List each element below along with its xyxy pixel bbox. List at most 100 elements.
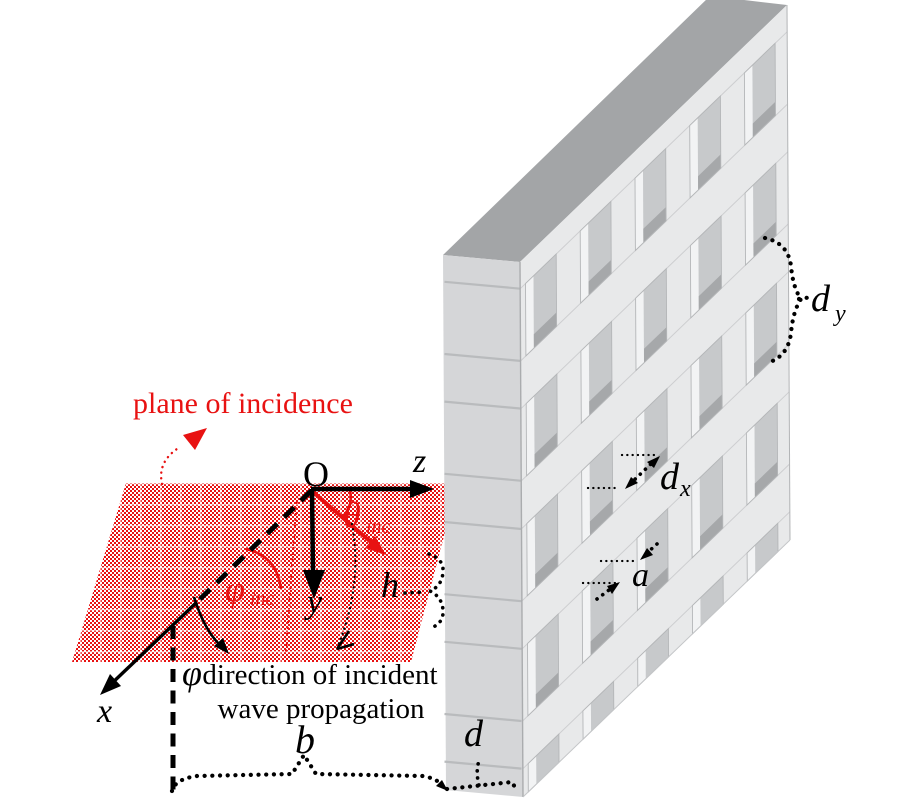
hole-left-wall bbox=[690, 237, 699, 318]
hole-outline bbox=[691, 454, 724, 559]
hole-ledge bbox=[533, 312, 557, 349]
slab-hole bbox=[525, 373, 558, 477]
phi-angle-arc-arrow bbox=[192, 596, 220, 645]
plane-callout-arrowhead bbox=[183, 428, 207, 450]
theta-inc-symbol: θ bbox=[343, 495, 361, 535]
hole-outline bbox=[636, 507, 669, 612]
hole-outline bbox=[745, 402, 779, 507]
slab-hole bbox=[745, 282, 778, 387]
hole-ledge bbox=[645, 567, 669, 603]
hole-ledge bbox=[590, 619, 614, 656]
dim-d bbox=[444, 756, 520, 794]
side-face-line bbox=[444, 520, 522, 531]
plane-hatch-grid bbox=[72, 483, 458, 662]
dim-b-label: b bbox=[295, 717, 315, 762]
hole-ledge bbox=[752, 101, 776, 138]
hole-left-wall bbox=[582, 583, 591, 664]
direction-caption-line1: direction of incident bbox=[202, 659, 437, 691]
slab-front-left-edge bbox=[519, 261, 524, 798]
slab-hole bbox=[581, 440, 614, 545]
x-axis bbox=[100, 489, 313, 695]
hole-left-wall bbox=[528, 755, 537, 792]
slab-hole bbox=[579, 200, 612, 305]
hole-ledge bbox=[644, 327, 667, 363]
slab-hole bbox=[637, 627, 669, 688]
side-face-line bbox=[444, 352, 522, 363]
x-axis-label: x bbox=[96, 693, 112, 730]
dim-h-tick bbox=[403, 590, 426, 595]
slab-hole bbox=[581, 560, 614, 665]
hole-left-wall bbox=[527, 635, 536, 716]
hole-interior bbox=[645, 628, 669, 679]
dim-h-label: h bbox=[381, 565, 399, 605]
hole-left-wall bbox=[635, 290, 644, 371]
dim-dx-arrowhead-up bbox=[647, 456, 660, 468]
x-axis-dashed-segment bbox=[195, 489, 313, 604]
dim-h-brace bbox=[425, 552, 445, 630]
slab-top-face bbox=[443, 0, 787, 262]
perforated-slab bbox=[443, 0, 791, 798]
hole-ledge bbox=[535, 552, 558, 589]
slab-hole bbox=[745, 402, 779, 507]
hole-left-wall bbox=[692, 597, 701, 634]
hole-outline bbox=[689, 94, 722, 199]
hole-left-wall bbox=[747, 545, 756, 582]
slab-hole bbox=[634, 147, 667, 252]
slab-hole bbox=[635, 387, 668, 492]
slab-hole bbox=[580, 320, 613, 425]
dim-a-label: a bbox=[632, 557, 649, 594]
hole-outline bbox=[635, 267, 668, 372]
origin-label: O bbox=[303, 454, 329, 494]
y-axis-arrowhead bbox=[303, 570, 325, 599]
hole-interior bbox=[700, 576, 724, 627]
dim-dx-symbol: d bbox=[660, 456, 680, 498]
side-face-line bbox=[444, 280, 522, 290]
x-axis-arrowhead bbox=[100, 674, 121, 695]
dim-a-arrowhead1 bbox=[640, 548, 653, 560]
phi-angle-label: φ bbox=[182, 653, 202, 693]
y-axis-label: y bbox=[304, 584, 323, 621]
slab-hole bbox=[743, 42, 776, 147]
theta-inc-subscript: inc bbox=[366, 516, 391, 538]
hole-interior bbox=[536, 734, 559, 785]
slab-hole bbox=[689, 94, 722, 199]
hole-outline bbox=[635, 387, 668, 492]
slab-side-face-lines bbox=[444, 280, 522, 770]
hole-left-wall bbox=[636, 410, 645, 491]
z-axis bbox=[311, 480, 434, 498]
slab-hole bbox=[582, 680, 615, 741]
incident-wave-arrow bbox=[311, 490, 374, 545]
dim-d-brace bbox=[444, 779, 520, 794]
hole-outline bbox=[744, 162, 777, 267]
slab-hole bbox=[690, 334, 723, 439]
dim-dx-subscript: x bbox=[679, 476, 691, 502]
dim-dx-arrowhead-down bbox=[625, 477, 638, 489]
hole-left-wall bbox=[745, 305, 755, 386]
dim-d-label: d bbox=[464, 713, 484, 755]
hole-outline bbox=[525, 253, 558, 357]
hole-ledge bbox=[534, 432, 558, 469]
hole-outline bbox=[579, 200, 612, 305]
direction-caption-line2: wave propagation bbox=[218, 693, 425, 725]
hole-ledge bbox=[754, 341, 777, 378]
slab-hole bbox=[691, 454, 724, 559]
hole-left-wall bbox=[744, 65, 753, 146]
dim-dy-tick bbox=[796, 294, 815, 302]
hole-left-wall bbox=[526, 395, 535, 476]
hole-outline bbox=[743, 42, 776, 147]
plane-callout-arc bbox=[159, 445, 182, 486]
dim-dx bbox=[586, 453, 660, 490]
hole-outline bbox=[526, 493, 559, 597]
hole-left-wall bbox=[526, 515, 536, 596]
dim-a-arrow2-shaft bbox=[595, 588, 611, 601]
hole-outline bbox=[690, 334, 723, 439]
phi-angle-arrowhead bbox=[214, 638, 229, 654]
dim-dy-symbol: d bbox=[811, 278, 831, 320]
hole-left-wall bbox=[637, 530, 646, 611]
slab-hole bbox=[527, 613, 560, 717]
incident-wave-arrowhead bbox=[365, 536, 386, 555]
hole-left-wall bbox=[580, 343, 590, 424]
hole-ledge bbox=[589, 379, 612, 416]
hole-ledge bbox=[698, 274, 722, 311]
hole-left-wall bbox=[746, 425, 755, 506]
